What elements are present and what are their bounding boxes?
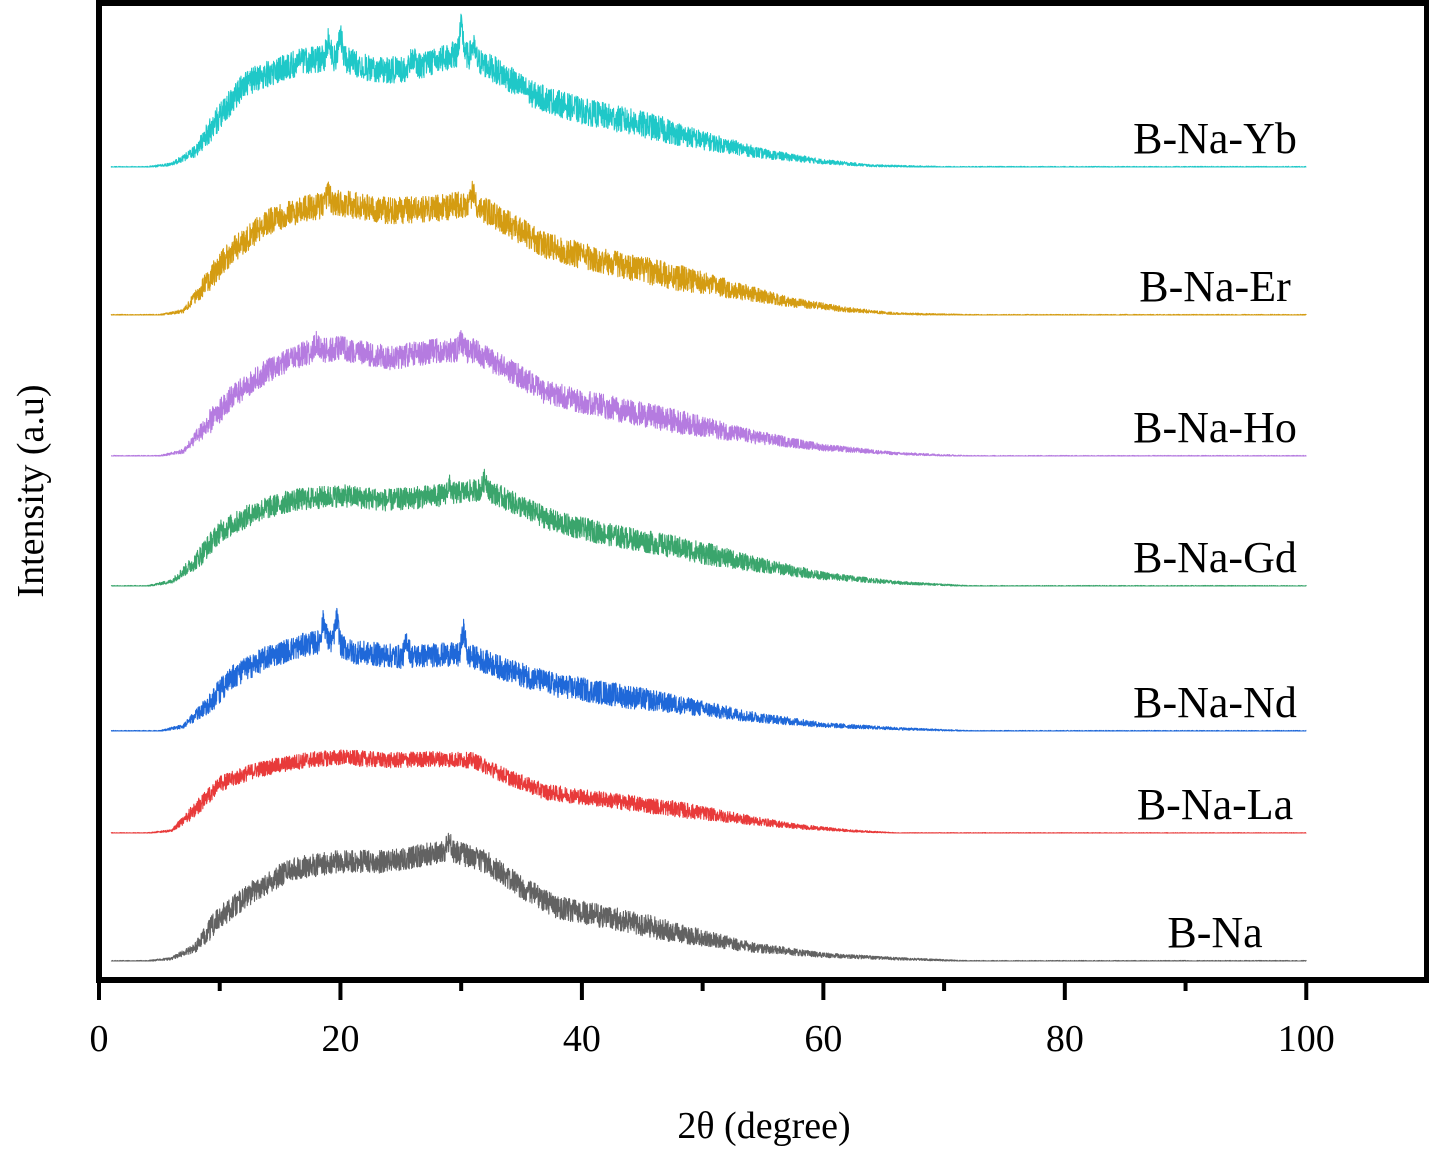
y-axis-label: Intensity (a.u) [10,384,52,597]
x-tick-label: 100 [1278,1018,1335,1060]
trace-label-b-na-nd: B-Na-Nd [1133,678,1297,727]
trace-label-b-na-ho: B-Na-Ho [1133,403,1297,452]
x-tick-label: 60 [804,1018,842,1060]
x-axis-label: 2θ (degree) [677,1105,850,1147]
trace-b-na-ho [110,330,1307,457]
x-tick-label: 80 [1046,1018,1084,1060]
trace-b-na-er [110,180,1307,316]
trace-label-b-na-er: B-Na-Er [1139,262,1291,311]
trace-label-b-na-gd: B-Na-Gd [1133,533,1297,582]
trace-label-b-na-yb: B-Na-Yb [1133,114,1297,163]
trace-b-na-nd [110,607,1307,732]
x-tick-label: 40 [563,1018,601,1060]
trace-b-na-la [110,749,1307,834]
x-tick-label: 20 [321,1018,359,1060]
trace-b-na [110,832,1307,962]
trace-label-b-na-la: B-Na-La [1137,780,1293,829]
trace-label-b-na: B-Na [1167,908,1262,957]
trace-b-na-yb [110,13,1307,168]
x-ticks [97,980,1309,1000]
trace-b-na-gd [110,468,1307,587]
x-tick-labels: 0 20 40 60 80 100 [90,1018,1335,1060]
traces [110,13,1307,962]
plot-frame [96,0,1429,983]
x-tick-label: 0 [90,1018,109,1060]
trace-labels: B-Na-Yb B-Na-Er B-Na-Ho B-Na-Gd B-Na-Nd B-Na-… [1133,114,1297,957]
